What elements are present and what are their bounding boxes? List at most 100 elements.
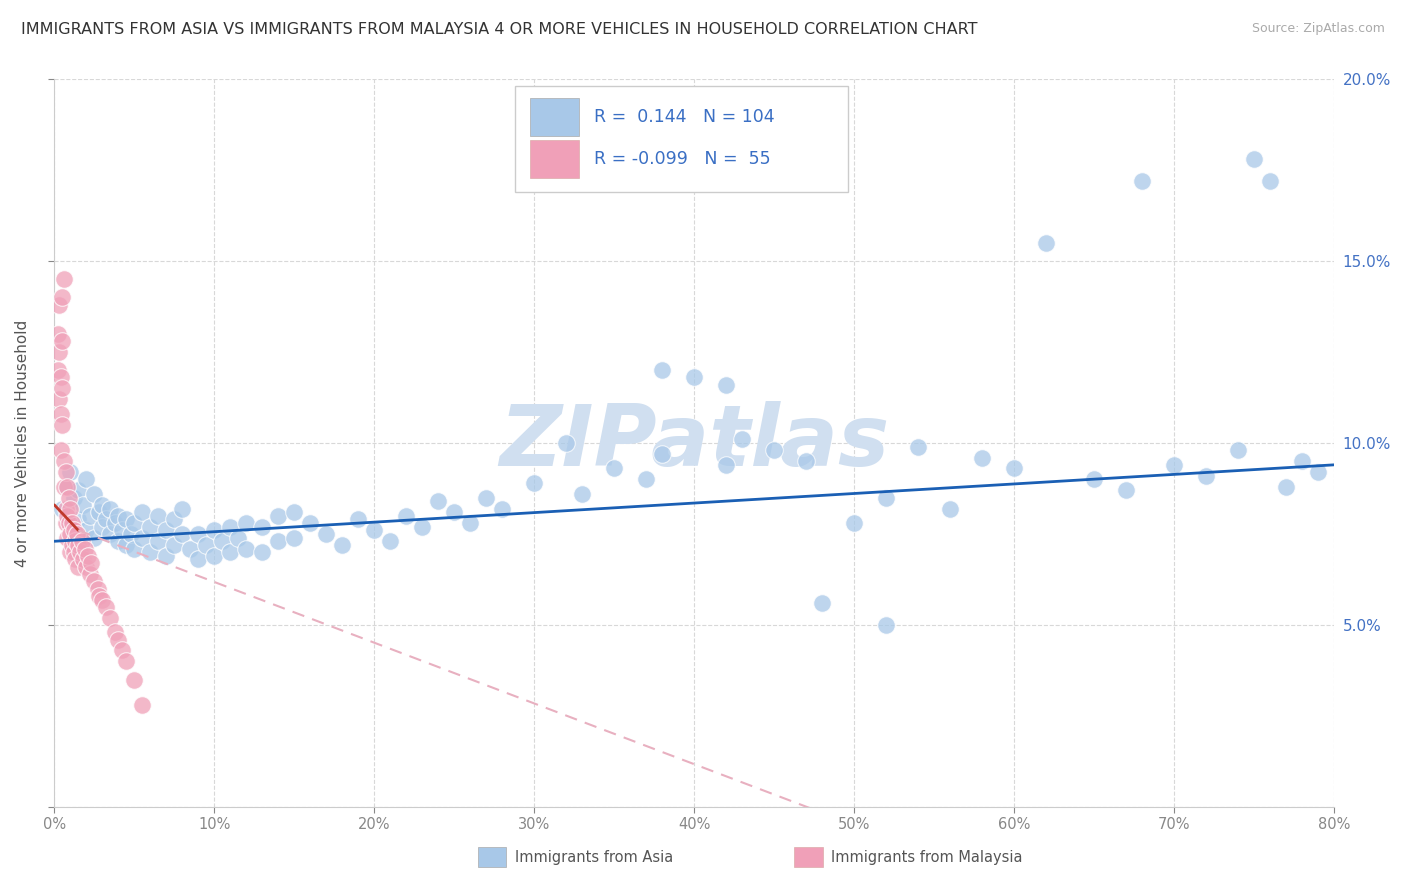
Point (52, 272, 75, 286)
Text: ZIPatlas: ZIPatlas (499, 401, 890, 484)
Point (811, 596, 834, 610)
Point (110, 643, 132, 657)
Point (443, 505, 465, 519)
Point (283, 505, 305, 519)
Point (56, 531, 79, 545)
Point (1243, 152, 1265, 166)
Point (83, 574, 105, 589)
FancyBboxPatch shape (530, 98, 579, 136)
Point (148, 508, 170, 523)
Point (411, 519, 433, 533)
Point (187, 552, 209, 566)
Point (62, 524, 84, 538)
Point (83, 531, 105, 545)
Point (187, 527, 209, 541)
Point (1195, 468, 1218, 483)
Point (77, 549, 100, 563)
Point (907, 440, 929, 454)
Point (49, 407, 72, 421)
Point (56, 480, 79, 494)
Text: R =  0.144   N = 104: R = 0.144 N = 104 (595, 108, 775, 126)
Point (51, 501, 73, 516)
Point (51, 381, 73, 395)
Point (716, 377, 738, 392)
Point (1083, 472, 1105, 486)
Point (1002, 461, 1025, 475)
Point (1227, 443, 1250, 458)
Point (75, 559, 97, 574)
Point (131, 505, 153, 519)
Point (163, 538, 186, 552)
Point (363, 524, 385, 538)
Point (91, 519, 114, 533)
Point (59, 465, 82, 479)
Point (94, 599, 117, 614)
Point (571, 487, 593, 501)
Point (347, 512, 370, 526)
Point (98, 501, 121, 516)
Point (202, 549, 225, 563)
Point (75, 524, 97, 538)
FancyBboxPatch shape (515, 87, 848, 192)
Point (110, 524, 132, 538)
Point (63, 552, 86, 566)
Text: Source: ZipAtlas.com: Source: ZipAtlas.com (1251, 22, 1385, 36)
Point (51, 290, 73, 304)
Point (491, 501, 513, 516)
Point (683, 370, 706, 384)
Point (555, 436, 578, 450)
Point (79, 508, 101, 523)
Point (179, 541, 201, 556)
Point (107, 632, 129, 647)
Point (458, 516, 481, 530)
Point (124, 516, 146, 530)
Point (794, 454, 817, 468)
Point (115, 538, 138, 552)
Point (75, 472, 97, 486)
FancyBboxPatch shape (478, 847, 506, 867)
Point (60, 538, 83, 552)
Point (51, 417, 73, 432)
Point (315, 527, 337, 541)
Point (115, 654, 138, 668)
Point (139, 519, 162, 533)
Text: IMMIGRANTS FROM ASIA VS IMMIGRANTS FROM MALAYSIA 4 OR MORE VEHICLES IN HOUSEHOLD: IMMIGRANTS FROM ASIA VS IMMIGRANTS FROM … (21, 22, 977, 37)
Point (219, 519, 242, 533)
Point (58, 491, 80, 505)
Point (1035, 235, 1057, 250)
Point (55, 465, 77, 479)
Point (67, 483, 90, 498)
Point (55, 501, 77, 516)
Point (115, 512, 138, 526)
Point (73, 541, 96, 556)
Point (83, 487, 105, 501)
Point (1115, 483, 1137, 498)
Point (235, 541, 257, 556)
Point (104, 516, 127, 530)
Point (70, 534, 93, 549)
Point (1308, 465, 1330, 479)
Point (163, 512, 186, 526)
Point (844, 516, 866, 530)
Point (91, 498, 114, 512)
Point (62, 545, 84, 559)
Point (94, 512, 117, 526)
Point (91, 592, 114, 607)
Point (202, 524, 225, 538)
Point (72, 552, 94, 566)
Point (120, 527, 142, 541)
Point (87, 589, 110, 603)
Point (651, 447, 673, 461)
Point (731, 433, 754, 447)
Point (1275, 480, 1298, 494)
Point (395, 508, 418, 523)
Point (124, 541, 146, 556)
Point (46, 326, 69, 341)
Point (172, 501, 194, 516)
Point (139, 545, 162, 559)
Point (235, 516, 257, 530)
Point (172, 527, 194, 541)
Point (58, 516, 80, 530)
Point (636, 472, 658, 486)
Point (131, 698, 153, 712)
